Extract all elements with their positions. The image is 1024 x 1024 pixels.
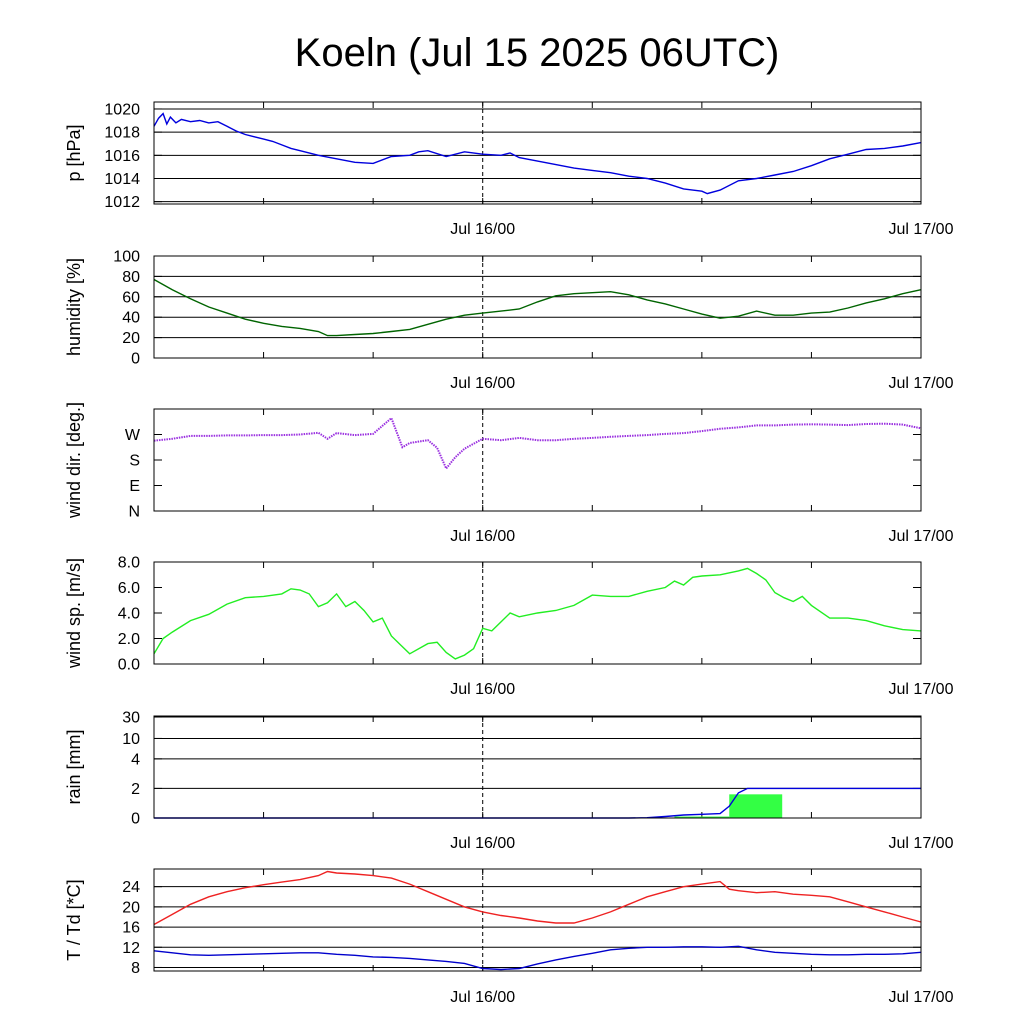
y-tick-label: 60 (122, 289, 140, 306)
y-tick-label: 1018 (104, 125, 140, 142)
panel-pressure: 1012 1014 1016 1018 1020 p [hPa] Jul 16/00 Jul … (64, 101, 954, 238)
y-axis-label: wind sp. [m/s] (64, 558, 84, 669)
x-tick-label: Jul 16/00 (450, 221, 515, 238)
y-tick-label: 0.0 (118, 657, 140, 674)
y-tick-label: 10 (122, 731, 140, 748)
y-tick-label: E (129, 478, 140, 495)
y-tick-label: W (125, 427, 141, 444)
y-axis-label: rain [mm] (64, 729, 84, 804)
series-line (153, 416, 922, 471)
y-axis-label: humidity [%] (64, 258, 84, 356)
panel-rain: 0 2 4 10 30 rain [mm] Jul 16/00 Jul 17/00 (64, 710, 954, 852)
y-tick-label: 0 (131, 811, 140, 828)
y-tick-label: 16 (122, 920, 140, 937)
rain-bar (674, 816, 730, 818)
y-tick-label: 30 (122, 710, 140, 727)
y-tick-label: 80 (122, 269, 140, 286)
x-tick-label: Jul 16/00 (450, 681, 515, 698)
y-tick-label: 40 (122, 310, 140, 327)
y-tick-label: 24 (122, 879, 140, 896)
y-axis-label: T / Td [*C] (64, 879, 84, 960)
y-tick-label: 20 (122, 899, 140, 916)
x-tick-label: Jul 16/00 (450, 835, 515, 852)
y-axis-label: wind dir. [deg.] (64, 402, 84, 519)
y-tick-label: 4.0 (118, 606, 140, 623)
y-tick-label: 1016 (104, 148, 140, 165)
y-tick-label: 1014 (104, 171, 140, 188)
y-tick-label: 6.0 (118, 580, 140, 597)
panel-frame (153, 868, 922, 972)
y-tick-label: 2 (131, 781, 140, 798)
y-tick-label: 20 (122, 330, 140, 347)
y-tick-label: 12 (122, 940, 140, 957)
x-tick-label: Jul 17/00 (889, 989, 954, 1006)
x-tick-label: Jul 16/00 (450, 528, 515, 545)
chart-title: Koeln (Jul 15 2025 06UTC) (295, 31, 780, 75)
y-tick-label: 4 (131, 751, 140, 768)
panel-frame (153, 101, 922, 205)
y-axis-label: p [hPa] (64, 124, 84, 181)
y-tick-label: N (128, 504, 140, 521)
x-tick-label: Jul 16/00 (450, 989, 515, 1006)
y-tick-label: 1012 (104, 194, 140, 211)
y-tick-label: 8 (131, 960, 140, 977)
x-tick-label: Jul 17/00 (889, 528, 954, 545)
x-tick-label: Jul 16/00 (450, 375, 515, 392)
series-line (153, 870, 922, 926)
x-tick-label: Jul 17/00 (889, 221, 954, 238)
series-line (153, 945, 922, 971)
x-tick-label: Jul 17/00 (889, 835, 954, 852)
panel-wind-speed: 0.0 2.0 4.0 6.0 8.0 wind sp. [m/s] Jul 16/00 Ju… (64, 555, 954, 699)
panel-humidity: 0 20 40 60 80 100 humidity [%] Jul 16/00 Jul 17/… (64, 249, 954, 393)
y-tick-label: 0 (131, 351, 140, 368)
x-tick-label: Jul 17/00 (889, 375, 954, 392)
series-line (154, 787, 921, 819)
y-tick-label: 8.0 (118, 555, 140, 572)
y-tick-label: S (129, 453, 140, 470)
panel-frame (153, 408, 922, 512)
y-tick-label: 1020 (104, 101, 140, 118)
x-tick-label: Jul 17/00 (889, 681, 954, 698)
y-tick-label: 100 (113, 249, 140, 266)
series-line (153, 278, 922, 337)
panel-frame (153, 561, 922, 665)
panel-frame (153, 255, 922, 359)
panel-temperature: 8 12 16 20 24 T / Td [*C] Jul 16/00 Jul 17/00 (64, 868, 954, 1006)
series-line (153, 112, 922, 195)
series-line (153, 567, 922, 660)
rain-bar (729, 794, 783, 818)
y-tick-label: 2.0 (118, 631, 140, 648)
panel-frame (153, 715, 922, 819)
